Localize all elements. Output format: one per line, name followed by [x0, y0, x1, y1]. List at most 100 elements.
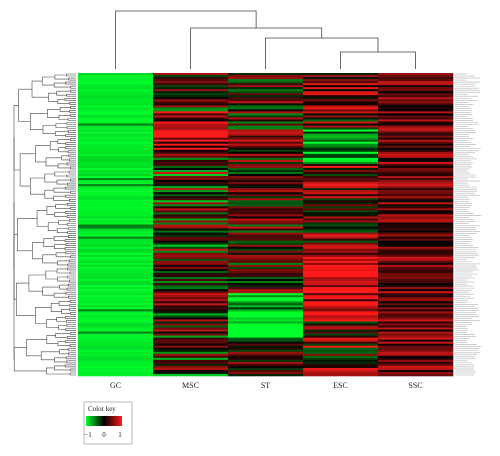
- heatmap-cell: [303, 287, 379, 290]
- heatmap-cell: [303, 159, 379, 163]
- heatmap-cell: [78, 200, 154, 203]
- heatmap-cell: [78, 202, 154, 205]
- color-key: Color key −1 0 1: [83, 401, 133, 445]
- heatmap-cell: [153, 353, 229, 357]
- heatmap-cell: [78, 272, 154, 276]
- heatmap-cell: [228, 299, 304, 302]
- heatmap-cell: [303, 101, 379, 104]
- heatmap-cell: [378, 295, 454, 298]
- heatmap-cell: [153, 89, 229, 92]
- dendrogram-branch: [53, 82, 71, 88]
- heatmap-cell: [153, 91, 229, 94]
- dendrogram-branch: [53, 187, 71, 193]
- heatmap-cell: [78, 81, 154, 84]
- heatmap-cell: [153, 262, 229, 266]
- dendrogram-branch: [42, 125, 56, 134]
- dendrogram-branch: [70, 166, 76, 170]
- heatmap-cell: [303, 151, 379, 155]
- dendrogram-branch: [340, 51, 416, 69]
- heatmap-cell: [78, 115, 154, 118]
- dendrogram-branch: [54, 244, 66, 249]
- heatmap-cell: [228, 178, 304, 181]
- heatmap-cell: [303, 248, 379, 252]
- dendrogram-branch: [66, 174, 76, 178]
- dendrogram-branch: [19, 153, 36, 187]
- heatmap-cell: [378, 248, 454, 252]
- heatmap-cell: [303, 81, 379, 84]
- dendrogram-branch: [68, 283, 76, 287]
- heatmap-cell: [78, 105, 154, 108]
- heatmap-cell: [153, 260, 229, 264]
- heatmap-cell: [228, 305, 304, 308]
- heatmap-cell: [228, 327, 304, 330]
- dendrogram-branch: [65, 81, 76, 85]
- heatmap-cell: [228, 281, 304, 284]
- heatmap-cell: [228, 218, 304, 221]
- dendrogram-branch: [35, 145, 51, 163]
- heatmap-cell: [378, 165, 454, 169]
- heatmap-cell: [78, 325, 154, 328]
- heatmap-cell: [153, 73, 229, 76]
- heatmap-cell: [303, 347, 379, 351]
- heatmap-cell: [153, 268, 229, 272]
- heatmap-cell: [228, 202, 304, 205]
- heatmap-cell: [303, 317, 379, 320]
- heatmap-cell: [153, 109, 229, 112]
- heatmap-cell: [303, 351, 379, 355]
- heatmap-cell: [153, 357, 229, 361]
- dendrogram-branch: [66, 287, 76, 291]
- heatmap-cell: [378, 321, 454, 324]
- heatmap-cell: [78, 264, 154, 268]
- heatmap-cell: [153, 250, 229, 254]
- heatmap-cell: [303, 349, 379, 353]
- heatmap-cell: [378, 275, 454, 278]
- column-dendrogram: [115, 10, 416, 69]
- heatmap-cell: [78, 234, 154, 237]
- heatmap-cell: [78, 196, 154, 199]
- dendrogram-branch: [30, 113, 48, 130]
- heatmap-cell: [153, 270, 229, 274]
- heatmap-cell: [78, 214, 154, 217]
- heatmap-cell: [153, 337, 229, 340]
- heatmap-cell: [78, 246, 154, 250]
- heatmap-cell: [228, 75, 304, 78]
- dendrogram-branch: [57, 341, 70, 346]
- dendrogram-branch: [66, 320, 76, 323]
- heatmap-cell: [78, 248, 154, 252]
- heatmap-cell: [153, 95, 229, 98]
- heatmap-cell: [78, 317, 154, 320]
- heatmap-cell: [228, 285, 304, 288]
- heatmap-cell: [228, 133, 304, 136]
- heatmap-cell: [78, 208, 154, 211]
- heatmap-cell: [78, 75, 154, 78]
- heatmap-cell: [228, 373, 304, 377]
- heatmap-cell: [228, 149, 304, 153]
- heatmap-cell: [153, 202, 229, 205]
- heatmap-cell: [78, 307, 154, 310]
- heatmap-cell: [303, 210, 379, 213]
- heatmap-cell: [153, 188, 229, 191]
- heatmap-cell: [228, 141, 304, 144]
- dendrogram-branch: [67, 231, 76, 234]
- heatmap-cell: [153, 157, 229, 161]
- heatmap-cell: [228, 289, 304, 292]
- heatmap-cell: [228, 226, 304, 229]
- heatmap-cell: [378, 337, 454, 340]
- heatmap-cell: [378, 115, 454, 118]
- heatmap-cell: [378, 238, 454, 241]
- heatmap-cell: [78, 206, 154, 209]
- heatmap-cell: [153, 230, 229, 233]
- dendrogram-branch: [66, 93, 76, 97]
- heatmap-cell: [78, 180, 154, 183]
- dendrogram-branch: [69, 110, 76, 113]
- heatmap-cell: [228, 367, 304, 371]
- dendrogram-branch: [64, 186, 76, 190]
- heatmap-cell: [303, 83, 379, 86]
- heatmap-cell: [378, 161, 454, 165]
- heatmap-cell: [78, 77, 154, 80]
- heatmap-cell: [78, 163, 154, 167]
- dendrogram-branch: [66, 223, 76, 226]
- heatmap-cell: [303, 194, 379, 197]
- heatmap-cell: [228, 163, 304, 167]
- heatmap-cell: [78, 151, 154, 155]
